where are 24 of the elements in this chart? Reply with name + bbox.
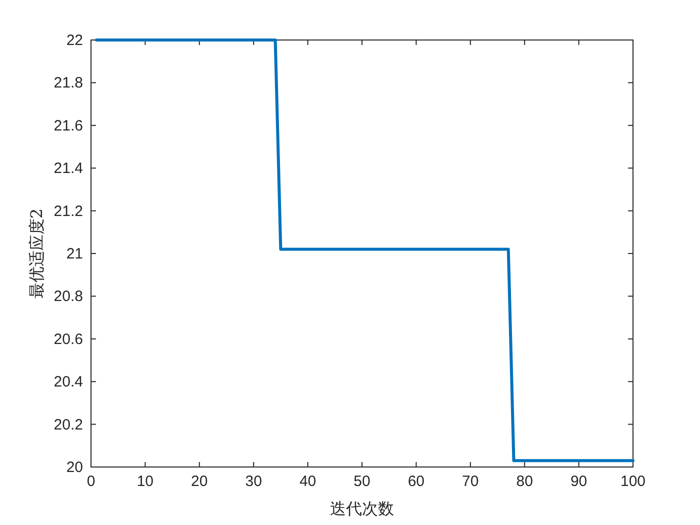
x-tick-label: 90 [570, 473, 588, 490]
y-tick-label: 22 [66, 32, 83, 49]
x-tick-label: 10 [136, 473, 154, 490]
y-tick-label: 21.8 [54, 74, 83, 92]
x-tick-label: 50 [354, 473, 370, 490]
y-tick-label: 20.8 [54, 288, 83, 306]
x-tick-label: 70 [462, 473, 479, 490]
y-tick-label: 21.2 [54, 202, 83, 220]
x-tick-label: 0 [86, 473, 96, 490]
y-tick-label: 20.6 [54, 330, 83, 348]
x-axis-title: 迭代次数 [330, 499, 394, 518]
y-axis-title: 最优适应度2 [27, 208, 46, 299]
y-tick-label: 21 [66, 246, 83, 262]
x-tick-label: 30 [245, 473, 262, 490]
y-tick-label: 21.4 [54, 160, 83, 178]
x-tick-label: 60 [408, 473, 425, 490]
x-tick-label: 100 [620, 473, 646, 490]
y-tick-label: 20 [66, 459, 83, 476]
y-tick-label: 20.2 [54, 416, 83, 434]
x-tick-label: 20 [191, 473, 208, 490]
y-tick-label: 21.6 [54, 117, 83, 134]
x-tick-label: 80 [516, 473, 533, 490]
y-tick-label: 20.4 [54, 374, 83, 391]
x-tick-label: 40 [299, 473, 316, 490]
